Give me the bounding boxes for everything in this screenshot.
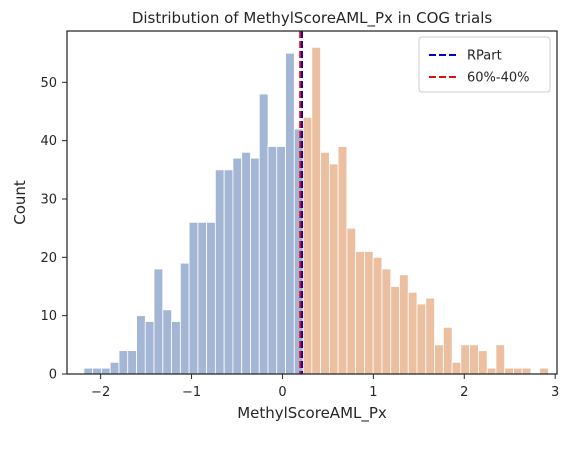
y-tick-label: 50	[40, 76, 57, 91]
histogram-bar	[407, 291, 418, 375]
histogram-bar	[399, 274, 409, 375]
histogram-bar	[214, 169, 225, 375]
histogram-bar	[136, 315, 146, 375]
histogram-bar	[434, 344, 444, 375]
histogram-bar	[355, 251, 365, 375]
x-tick-label: 0	[278, 385, 286, 400]
histogram-bar	[188, 221, 199, 375]
histogram-bar	[223, 169, 234, 375]
y-tick-label: 0	[49, 368, 57, 383]
histogram-bar	[171, 321, 181, 375]
histogram-bar	[153, 268, 164, 375]
histogram-bar	[311, 46, 321, 375]
histogram-bar	[364, 251, 374, 375]
chart-title: Distribution of MethylScoreAML_Px in COG…	[132, 9, 493, 28]
y-tick-label: 10	[40, 309, 57, 324]
legend-label: 60%-40%	[467, 71, 529, 86]
histogram-bar	[381, 268, 392, 375]
histogram-bar	[337, 146, 348, 375]
histogram-bar	[372, 256, 383, 375]
histogram-bar	[477, 350, 488, 375]
histogram-bar	[390, 286, 400, 375]
histogram-bar	[416, 303, 427, 375]
reference-lines	[299, 31, 303, 374]
x-axis-title: MethylScoreAML_Px	[237, 404, 387, 423]
histogram-bar	[258, 93, 269, 375]
histogram-bar	[320, 151, 330, 375]
x-tick-label: −1	[182, 385, 201, 400]
y-axis-title: Count	[11, 180, 29, 225]
histogram-bar	[197, 221, 208, 375]
histogram-bar	[425, 297, 435, 375]
y-axis: 0 10 20 30 40 50	[40, 76, 67, 383]
histogram-bar	[206, 221, 216, 375]
y-tick-label: 20	[40, 251, 57, 266]
histogram-bar	[442, 326, 453, 375]
plot-frame	[66, 30, 558, 375]
x-tick-label: 1	[369, 385, 377, 400]
histogram-bar	[127, 350, 137, 375]
histogram-bar	[92, 367, 102, 375]
histogram-bar	[109, 361, 120, 375]
histogram-bar	[267, 146, 278, 375]
legend-label: RPart	[467, 49, 502, 64]
histogram-bar	[83, 367, 94, 375]
histogram-bar	[451, 361, 462, 375]
histogram-bar	[513, 367, 523, 375]
histogram-bar	[232, 157, 243, 375]
histogram-bar	[469, 344, 479, 375]
histogram-bar	[495, 344, 506, 375]
histogram-bar	[504, 367, 514, 375]
histogram-bar	[328, 163, 339, 375]
x-tick-label: −2	[91, 385, 110, 400]
histogram-bar	[118, 350, 129, 375]
legend-box	[418, 36, 551, 93]
histogram-bar	[101, 367, 111, 375]
histogram-bar	[285, 52, 295, 375]
y-tick-label: 40	[40, 134, 57, 149]
histogram-bar	[250, 157, 260, 375]
histogram-bar	[521, 367, 532, 375]
histogram-bars	[83, 46, 549, 375]
x-axis: −2 −1 0 1 2 3	[91, 374, 559, 400]
x-tick-label: 3	[551, 385, 559, 400]
histogram-bar	[276, 146, 286, 375]
histogram-bar	[486, 367, 497, 375]
histogram-bar	[162, 309, 172, 375]
histogram-bar	[460, 344, 470, 375]
x-tick-label: 2	[460, 385, 468, 400]
histogram-bar	[144, 321, 155, 375]
histogram-bar	[179, 262, 190, 375]
histogram-bar	[346, 227, 357, 375]
histogram-bar	[241, 151, 251, 375]
histogram-bar	[302, 116, 313, 375]
legend: RPart 60%-40%	[418, 36, 551, 93]
y-tick-label: 30	[40, 193, 57, 208]
histogram-bar	[539, 367, 549, 375]
